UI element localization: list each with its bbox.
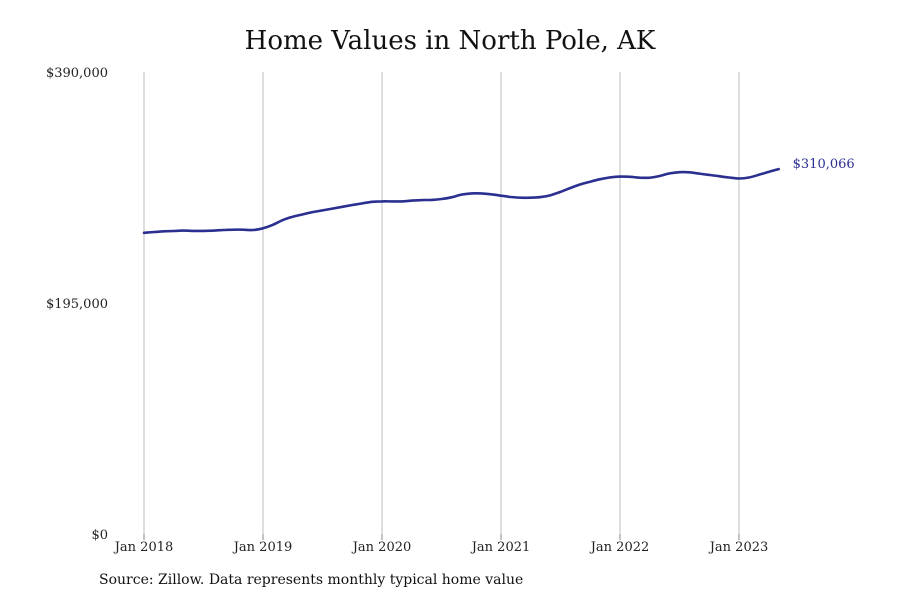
series-line [142, 167, 780, 235]
x-tick-label: Jan 2023 [708, 540, 769, 555]
source-note: Source: Zillow. Data represents monthly … [99, 572, 524, 588]
x-tick-label: Jan 2022 [589, 540, 650, 555]
series-layer [142, 167, 780, 235]
x-tick-label: Jan 2019 [232, 540, 293, 555]
x-tick-label: Jan 2018 [113, 540, 174, 555]
x-tick-label: Jan 2021 [470, 540, 531, 555]
y-tick-label: $0 [91, 528, 108, 543]
end-label-layer: $310,066 [793, 157, 855, 172]
y-tick-label: $390,000 [46, 66, 108, 81]
grid-lines [143, 72, 740, 540]
y-axis-ticks: $390,000 $195,000 $0 [46, 66, 108, 543]
x-axis-ticks: Jan 2018 Jan 2019 Jan 2020 Jan 2021 Jan 2022… [113, 540, 769, 555]
x-tick-label: Jan 2020 [351, 540, 412, 555]
chart-title: Home Values in North Pole, AK [244, 26, 656, 56]
y-tick-label: $195,000 [46, 297, 108, 312]
end-value-label: $310,066 [793, 157, 855, 172]
